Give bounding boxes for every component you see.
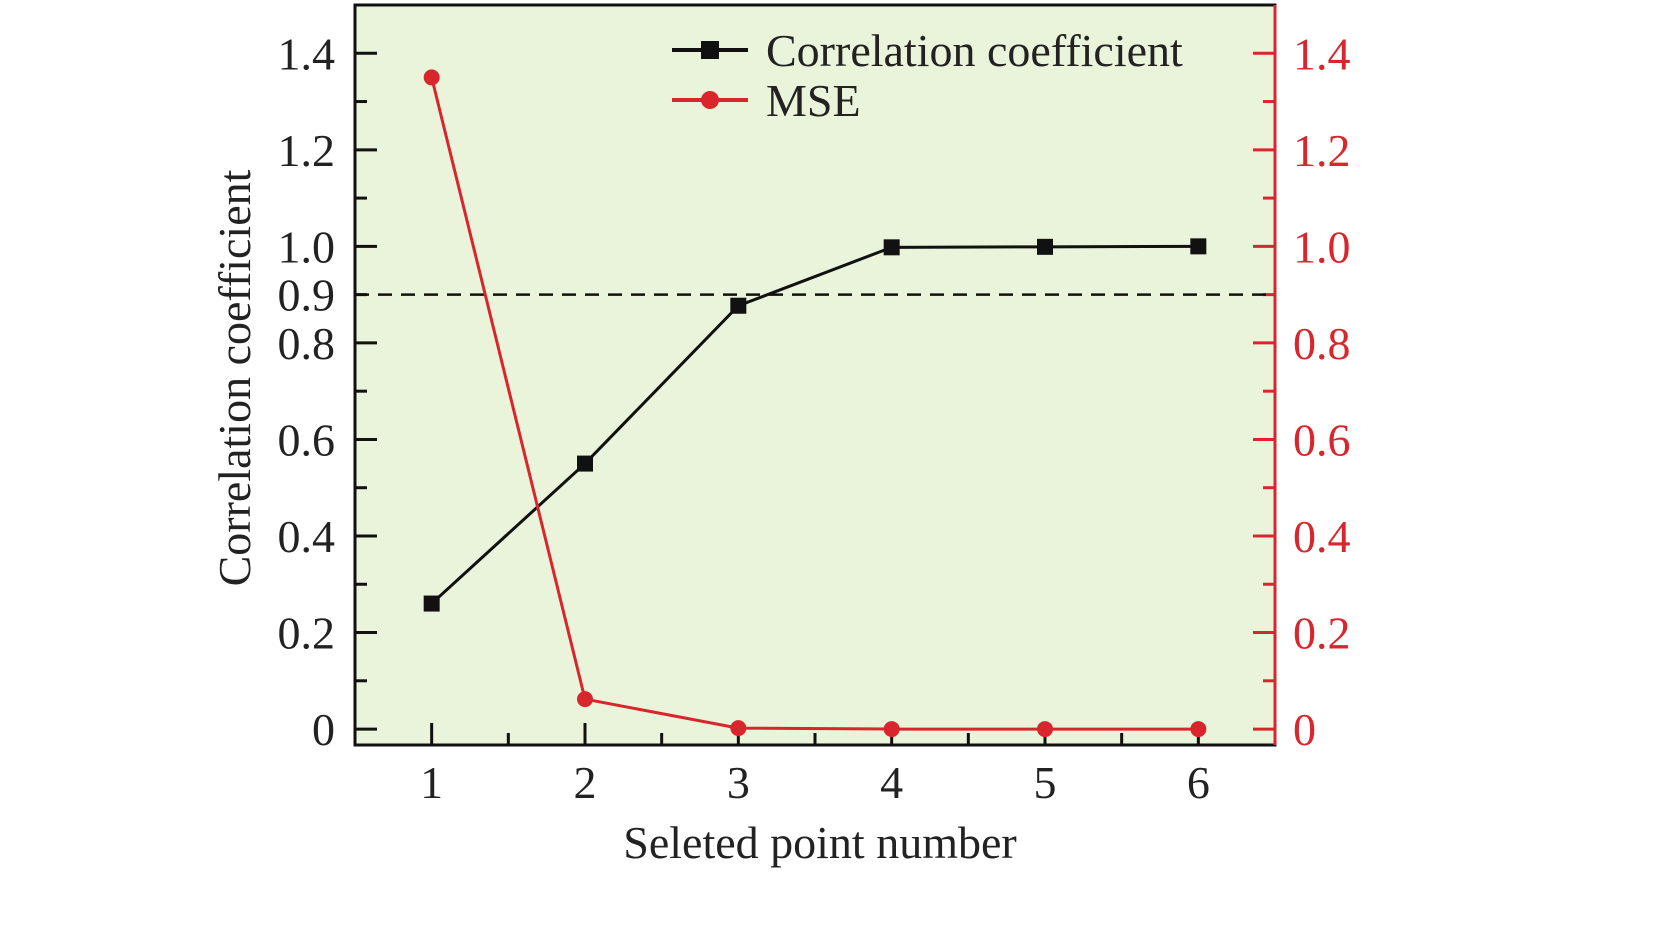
- legend-circle-marker: [701, 91, 719, 109]
- correlation-point: [577, 455, 593, 472]
- mse-point: [1190, 721, 1207, 738]
- mse-point: [730, 720, 747, 737]
- legend-label: Correlation coefficient: [766, 25, 1183, 76]
- x-tick-label: 6: [1187, 757, 1210, 808]
- legend-label: MSE: [766, 75, 861, 126]
- y2-tick-label: 0.4: [1293, 511, 1351, 562]
- y-tick-label: 1.0: [278, 221, 336, 272]
- y-tick-label: 0.6: [278, 414, 336, 465]
- y2-tick-label: 0.8: [1293, 318, 1351, 369]
- mse-point: [883, 721, 900, 738]
- y-tick-label: 0.9: [278, 270, 336, 321]
- y-tick-label: 0.8: [278, 318, 336, 369]
- x-tick-label: 1: [420, 757, 443, 808]
- y2-tick-label: 1.2: [1293, 125, 1351, 176]
- correlation-point: [423, 595, 440, 612]
- y-tick-label: 0.2: [278, 608, 336, 659]
- x-tick-label: 2: [574, 757, 597, 808]
- series-line-correlation: [430, 244, 1199, 605]
- x-tick-label: 3: [727, 757, 750, 808]
- mse-point: [1037, 721, 1053, 738]
- correlation-point: [730, 297, 747, 314]
- y2-tick-label: 1.4: [1293, 28, 1351, 79]
- y-tick-label: 0: [312, 704, 335, 755]
- x-axis-label: Seleted point number: [623, 817, 1016, 868]
- y-tick-label: 0.4: [278, 511, 336, 562]
- correlation-point: [883, 239, 900, 256]
- y2-tick-label: 0.6: [1293, 414, 1351, 465]
- plot-background: [355, 5, 1275, 745]
- y-axis-label: Correlation coefficient: [209, 169, 260, 586]
- x-tick-label: 5: [1034, 757, 1057, 808]
- mse-point: [423, 69, 440, 86]
- correlation-point: [1190, 238, 1207, 255]
- x-tick-label: 4: [880, 757, 903, 808]
- y2-tick-label: 0.2: [1293, 608, 1351, 659]
- y-tick-label: 1.4: [278, 28, 336, 79]
- y-tick-label: 1.2: [278, 125, 336, 176]
- y2-tick-label: 0: [1293, 704, 1316, 755]
- y2-tick-label: 1.0: [1293, 221, 1351, 272]
- series-line-mse: [430, 77, 1199, 731]
- legend-square-marker: [701, 41, 719, 59]
- correlation-point: [1037, 238, 1053, 255]
- mse-point: [577, 691, 593, 708]
